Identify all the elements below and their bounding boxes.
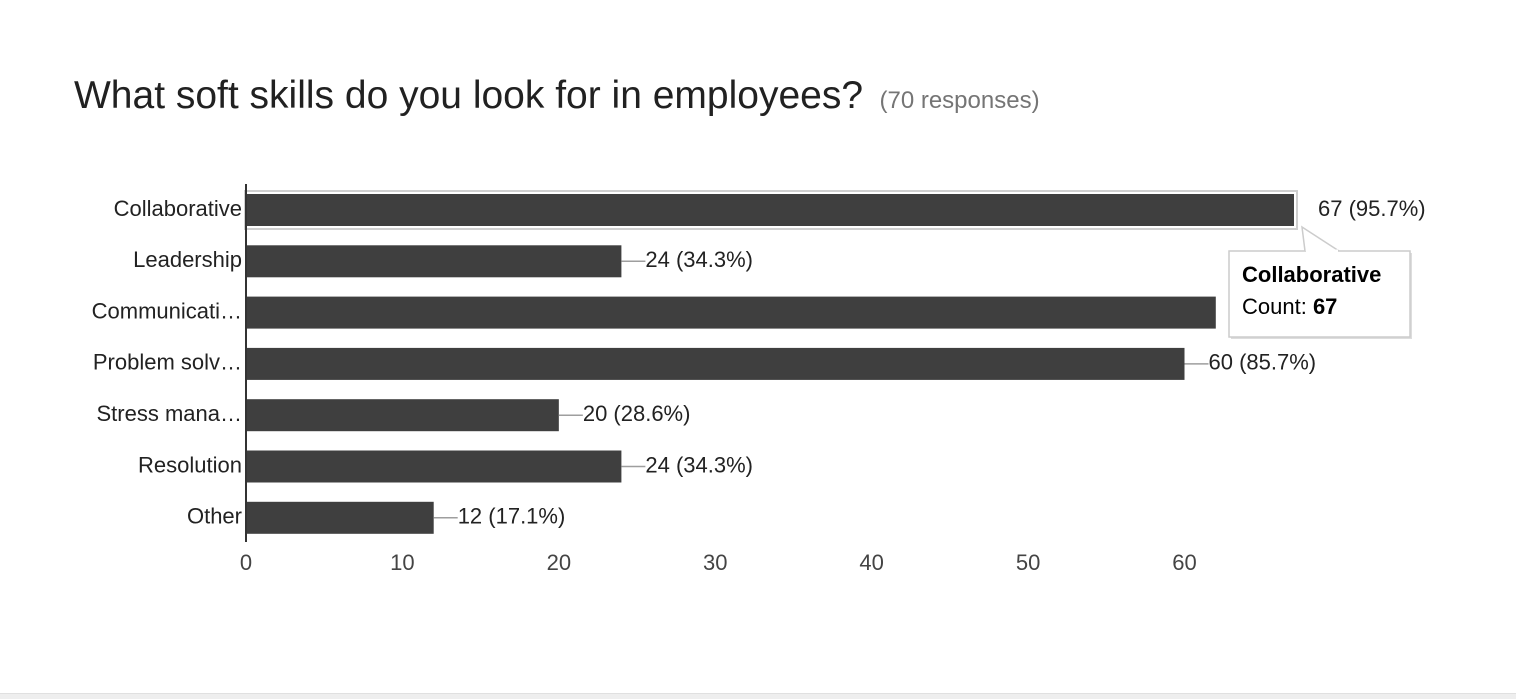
x-tick-label: 30 bbox=[703, 550, 727, 575]
data-label: 60 (85.7%) bbox=[1209, 350, 1317, 375]
x-tick-label: 10 bbox=[390, 550, 414, 575]
data-label: 12 (17.1%) bbox=[458, 504, 566, 529]
bar[interactable] bbox=[246, 245, 622, 278]
bottom-divider bbox=[0, 693, 1516, 699]
bar[interactable] bbox=[246, 501, 434, 534]
x-tick-label: 50 bbox=[1016, 550, 1040, 575]
tooltip-count-value: 67 bbox=[1313, 294, 1337, 319]
response-count: (70 responses) bbox=[879, 87, 1040, 114]
tooltip-pointer bbox=[1301, 225, 1340, 252]
bar[interactable] bbox=[246, 450, 622, 483]
category-label: Leadership bbox=[133, 247, 242, 272]
category-label: Other bbox=[187, 504, 242, 529]
data-label: 67 (95.7%) bbox=[1318, 196, 1426, 221]
data-label: 24 (34.3%) bbox=[645, 452, 753, 477]
chart-header: What soft skills do you look for in empl… bbox=[74, 74, 1040, 118]
category-label: Stress mana… bbox=[97, 401, 243, 426]
data-label: 24 (34.3%) bbox=[645, 247, 753, 272]
data-label: 20 (28.6%) bbox=[583, 401, 691, 426]
x-tick-label: 60 bbox=[1172, 550, 1196, 575]
tooltip-count: Count: 67 bbox=[1242, 294, 1337, 319]
x-tick-label: 20 bbox=[547, 550, 571, 575]
category-label: Communicati… bbox=[92, 298, 242, 323]
bar[interactable] bbox=[246, 399, 559, 432]
bar[interactable] bbox=[246, 296, 1216, 329]
chart-title: What soft skills do you look for in empl… bbox=[74, 74, 864, 117]
x-tick-label: 0 bbox=[240, 550, 252, 575]
bar[interactable] bbox=[246, 347, 1185, 380]
category-label: Problem solv… bbox=[93, 350, 242, 375]
tooltip-count-label: Count: bbox=[1242, 294, 1313, 319]
category-label: Resolution bbox=[138, 452, 242, 477]
tooltip-title: Collaborative bbox=[1242, 262, 1381, 287]
category-label: Collaborative bbox=[114, 196, 242, 221]
bar[interactable] bbox=[246, 194, 1294, 226]
x-tick-label: 40 bbox=[859, 550, 883, 575]
